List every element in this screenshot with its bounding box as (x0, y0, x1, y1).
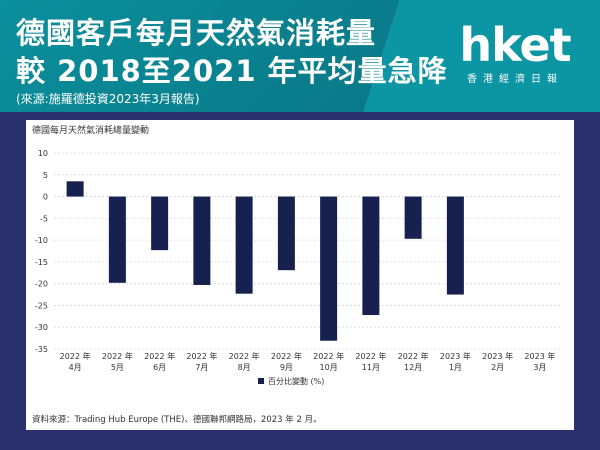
x-tick-year: 2022 年 (229, 351, 260, 361)
x-tick-month: 4月 (69, 363, 82, 372)
bar (151, 196, 169, 251)
chart-panel: 德國每月天然氣消耗總量變動 10 5 0 -5 -10 -15 -20 -25 -30 -35 202… (26, 120, 574, 430)
bar (108, 196, 126, 283)
bar (193, 196, 211, 285)
bar (362, 196, 380, 316)
x-tick-year: 2022 年 (144, 351, 175, 361)
x-tick-month: 8月 (238, 363, 251, 372)
x-tick-year: 2023 年 (524, 351, 555, 361)
header-source: (來源:施羅德投資2023年3月報告) (16, 92, 200, 106)
legend-swatch (258, 378, 264, 384)
logo-subtitle: 香港經濟日報 (467, 74, 563, 85)
bar (235, 196, 253, 294)
page-title-line1: 德國客戶每月天然氣消耗量 (16, 16, 377, 50)
y-tick-label: -30 (35, 323, 48, 332)
x-tick-month: 3月 (533, 363, 546, 372)
bar (277, 196, 295, 271)
y-tick-label: 10 (38, 149, 48, 158)
x-tick-year: 2022 年 (398, 351, 429, 361)
bar-chart: 德國每月天然氣消耗總量變動 10 5 0 -5 -10 -15 -20 -25 -30 -35 202… (32, 124, 561, 425)
x-tick-year: 2022 年 (102, 351, 133, 361)
y-tick-label: -25 (35, 301, 48, 310)
bar (320, 196, 338, 341)
x-tick-year: 2022 年 (60, 351, 91, 361)
x-tick-month: 9月 (280, 363, 293, 372)
page-title-line2: 較 2018至2021 年平均量急降 (16, 54, 448, 88)
y-tick-label: -20 (35, 280, 48, 289)
bar (66, 181, 84, 197)
x-tick-month: 5月 (111, 363, 124, 372)
x-tick-month: 6月 (153, 363, 166, 372)
y-tick-label: 5 (43, 171, 48, 180)
chart-source-note: 資料來源：Trading Hub Europe (THE)、德國聯邦網路局，20… (32, 414, 322, 425)
chart-title: 德國每月天然氣消耗總量變動 (32, 124, 149, 136)
hket-logo: hket 香港經濟日報 (450, 22, 580, 85)
y-tick-label: 0 (43, 193, 48, 202)
bar (404, 196, 422, 239)
y-tick-label: -10 (35, 236, 48, 245)
x-tick-month: 1月 (449, 363, 462, 372)
bar (446, 196, 464, 295)
x-tick-month: 7月 (195, 363, 208, 372)
logo-text: hket (459, 18, 571, 72)
x-tick-year: 2022 年 (313, 351, 344, 361)
x-tick-year: 2022 年 (271, 351, 302, 361)
y-tick-label: -15 (35, 258, 48, 267)
x-tick-month: 2月 (491, 363, 504, 372)
x-tick-year: 2023 年 (482, 351, 513, 361)
x-tick-year: 2022 年 (355, 351, 386, 361)
y-tick-label: -5 (40, 214, 48, 223)
header-banner: 德國客戶每月天然氣消耗量 較 2018至2021 年平均量急降 (來源:施羅德投… (0, 0, 600, 112)
x-tick-month: 11月 (362, 363, 380, 372)
legend-label: 百分比變動 (%) (268, 376, 324, 386)
x-tick-year: 2022 年 (186, 351, 217, 361)
x-tick-month: 10月 (320, 363, 338, 372)
y-tick-label: -35 (35, 345, 48, 354)
x-tick-year: 2023 年 (440, 351, 471, 361)
x-tick-month: 12月 (404, 363, 422, 372)
